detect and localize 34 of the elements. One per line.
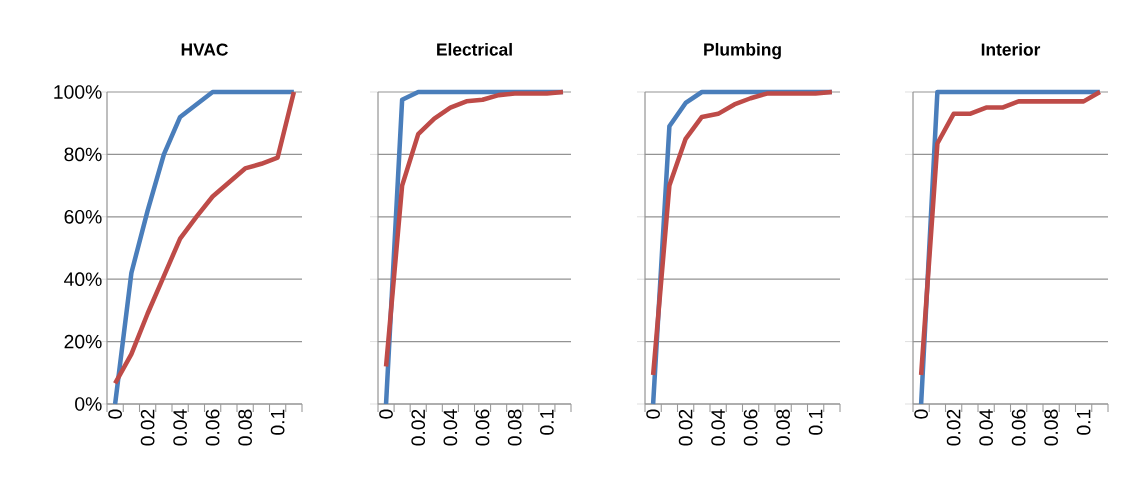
y-tick-label: 0%: [75, 397, 102, 411]
x-tick-label: 0.1: [808, 409, 823, 435]
x-tick-label: 0.04: [173, 409, 187, 446]
x-tick-label: 0.02: [411, 409, 426, 446]
x-tick-label: 0.02: [140, 409, 155, 446]
x-tick-label: 0.04: [443, 409, 458, 446]
x-tick-label: 0.02: [946, 409, 961, 446]
x-tick-label: 0.06: [743, 409, 758, 446]
x-tick-label: 0.1: [270, 409, 285, 435]
x-tick-label: 0.02: [678, 409, 693, 446]
y-tick-label: 80%: [64, 147, 102, 162]
chart-title: Interior: [981, 42, 1041, 56]
y-tick-label: 100%: [54, 85, 102, 99]
x-tick-label: 0.1: [540, 409, 554, 435]
chart-title: HVAC: [181, 43, 228, 56]
x-tick-label: 0: [108, 409, 122, 419]
x-tick-label: 0.08: [238, 409, 252, 446]
x-tick-label: 0.1: [1076, 409, 1091, 435]
x-tick-label: 0: [646, 409, 660, 419]
x-tick-label: 0.06: [205, 409, 220, 446]
x-tick-label: 0.06: [1011, 409, 1026, 446]
x-tick-label: 0.06: [475, 409, 490, 446]
x-tick-label: 0: [914, 409, 928, 419]
y-tick-label: 20%: [64, 334, 102, 349]
chart-title: Plumbing: [704, 42, 781, 60]
x-tick-label: 0: [379, 409, 393, 419]
x-tick-label: 0.08: [776, 409, 790, 446]
x-tick-label: 0.04: [711, 409, 725, 446]
x-tick-label: 0.08: [507, 409, 522, 446]
y-tick-label: 60%: [64, 209, 102, 224]
y-tick-label: 40%: [64, 272, 102, 287]
chart-title: Electrical: [437, 42, 512, 56]
x-tick-label: 0.08: [1044, 409, 1058, 446]
x-tick-label: 0.04: [979, 409, 993, 446]
